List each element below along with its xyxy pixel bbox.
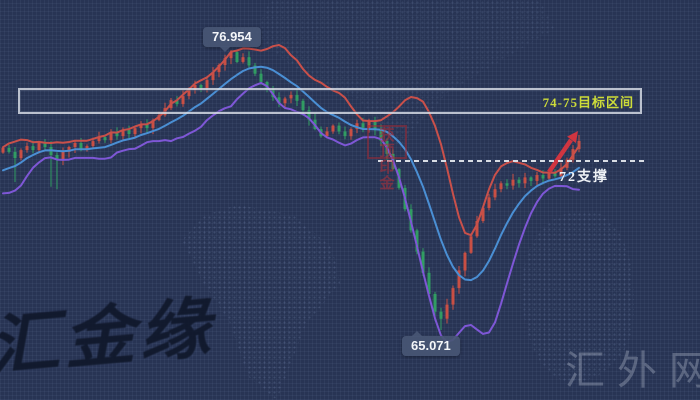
site-watermark: 汇外网 [565,348,700,393]
peak-price-label: 76.954 [203,27,261,52]
up-arrow-annotation [547,131,578,174]
tooltip-tail [219,46,231,58]
bollinger-bands [2,44,580,343]
target-zone-box: 74-75目标区间 [18,88,642,114]
support-label: 72支撑 [559,170,609,185]
target-zone-label: 74-75目标区间 [542,94,634,110]
red-seal-watermark: 获顶印金 [367,125,407,192]
support-dashed-line [378,160,646,162]
tooltip-tail [411,325,423,337]
low-price-label: 65.071 [402,331,460,356]
